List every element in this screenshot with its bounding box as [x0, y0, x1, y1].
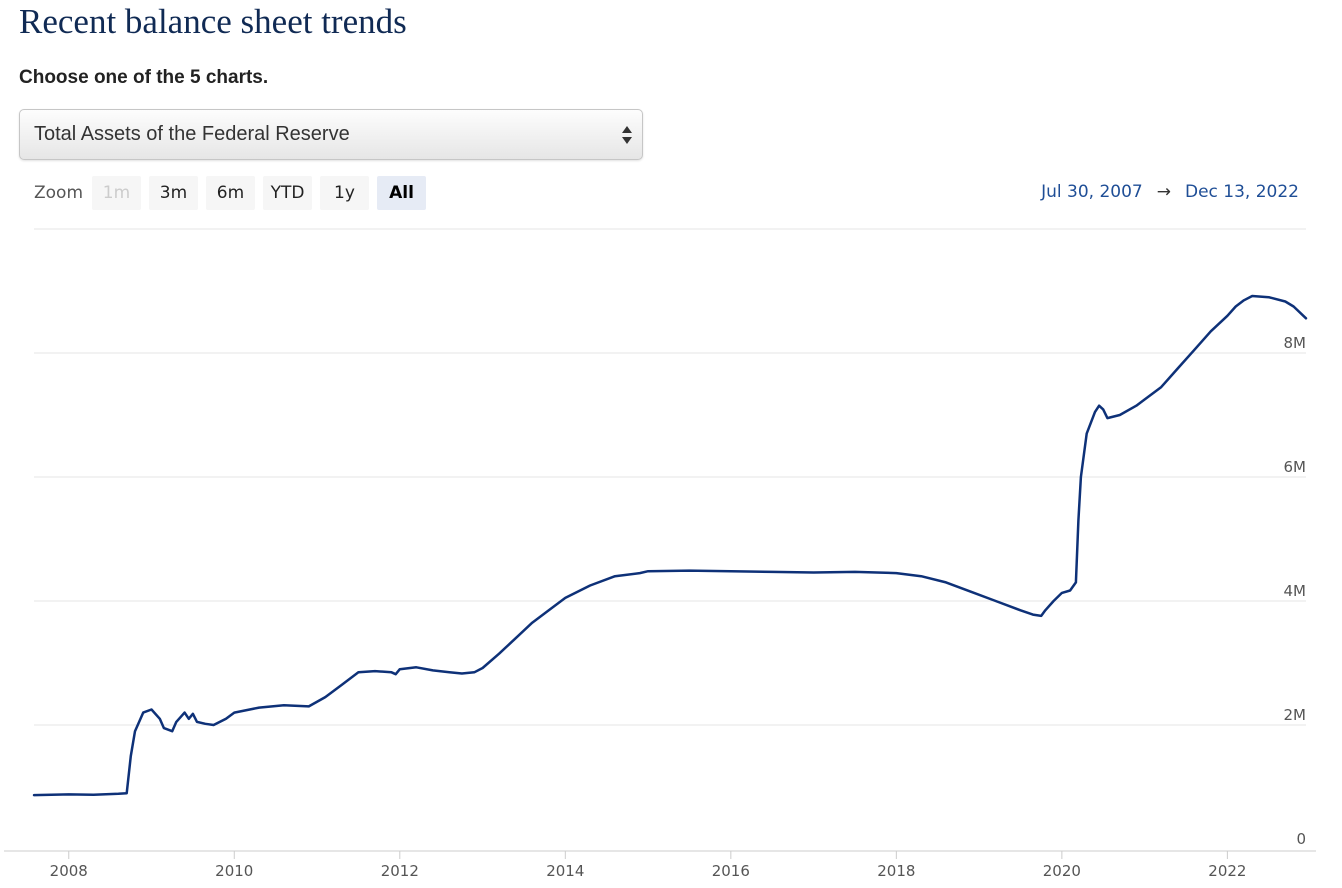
page-title: Recent balance sheet trends	[19, 2, 407, 41]
x-tick-label: 2022	[1208, 862, 1246, 880]
range-arrow-icon: →	[1156, 182, 1171, 202]
x-tick-label: 2010	[215, 862, 253, 880]
x-tick-label: 2012	[381, 862, 419, 880]
y-tick-label: 8M	[1284, 334, 1307, 352]
y-tick-label: 4M	[1284, 582, 1307, 600]
zoom-button-6m[interactable]: 6m	[206, 176, 255, 210]
series-line	[32, 294, 1308, 797]
x-tick-label: 2014	[546, 862, 584, 880]
x-tick-label: 2016	[712, 862, 750, 880]
select-arrows-icon	[622, 126, 632, 144]
y-tick-label: 0	[1296, 830, 1306, 848]
x-tick-label: 2008	[50, 862, 88, 880]
x-tick-label: 2020	[1043, 862, 1081, 880]
zoom-button-3m[interactable]: 3m	[149, 176, 198, 210]
y-tick-label: 2M	[1284, 706, 1307, 724]
date-range: Jul 30, 2007 → Dec 13, 2022	[1041, 182, 1299, 202]
range-to[interactable]: Dec 13, 2022	[1184, 182, 1299, 202]
zoom-button-1y[interactable]: 1y	[320, 176, 369, 210]
y-tick-label: 6M	[1284, 458, 1307, 476]
range-from[interactable]: Jul 30, 2007	[1041, 182, 1143, 202]
zoom-label: Zoom	[34, 183, 84, 203]
chart-select[interactable]: Total Assets of the Federal Reserve	[19, 109, 643, 160]
chart-chooser-prompt: Choose one of the 5 charts.	[19, 67, 269, 88]
zoom-button-ytd[interactable]: YTD	[263, 176, 312, 210]
zoom-toolbar: Zoom 1m 3m 6m YTD 1y All	[34, 176, 454, 210]
zoom-button-1m[interactable]: 1m	[92, 176, 141, 210]
zoom-button-all[interactable]: All	[377, 176, 426, 210]
chart-select-value: Total Assets of the Federal Reserve	[34, 123, 350, 145]
x-tick-label: 2018	[877, 862, 915, 880]
